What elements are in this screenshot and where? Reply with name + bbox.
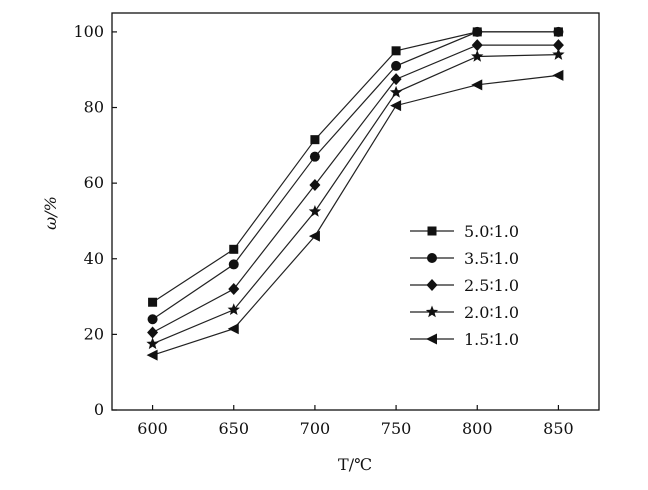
x-tick-label: 600	[137, 419, 168, 438]
data-point	[148, 297, 158, 307]
y-tick-label: 20	[84, 324, 104, 343]
x-tick-label: 650	[218, 419, 249, 438]
series-line	[152, 54, 559, 345]
data-point	[552, 48, 565, 60]
data-point	[472, 26, 483, 37]
series-4	[146, 48, 565, 350]
data-point	[309, 179, 321, 192]
data-point	[471, 39, 483, 52]
legend-marker	[426, 333, 437, 345]
y-tick-label: 60	[84, 173, 104, 192]
legend-marker	[425, 305, 439, 318]
data-point	[229, 244, 239, 254]
legend-item: 2.5∶1.0	[410, 276, 519, 295]
y-tick-label: 40	[84, 249, 104, 268]
data-point	[552, 69, 564, 81]
legend: 5.0∶1.0 3.5∶1.0 2.5∶1.0 2.0∶1.0 1.5∶1.0	[410, 222, 519, 349]
data-point	[471, 79, 483, 91]
data-point	[552, 39, 564, 52]
data-point	[308, 230, 320, 242]
series-layer	[146, 26, 565, 361]
data-point	[390, 100, 402, 112]
series-5	[146, 69, 564, 361]
data-point	[310, 135, 320, 145]
legend-label: 2.5∶1.0	[464, 276, 519, 295]
data-point	[309, 151, 320, 162]
y-tick-label: 80	[84, 98, 104, 117]
data-point	[147, 314, 158, 325]
y-axis-label: ω/%	[41, 196, 60, 230]
legend-label: 3.5∶1.0	[464, 249, 519, 268]
data-point	[146, 337, 159, 350]
data-point	[308, 205, 322, 217]
data-point	[227, 303, 240, 316]
data-point	[389, 85, 403, 98]
data-point	[147, 326, 159, 339]
data-point	[146, 349, 158, 361]
x-axis-label: T/℃	[338, 455, 372, 474]
data-point	[227, 323, 239, 335]
data-point	[553, 26, 564, 37]
plot-frame	[111, 12, 600, 411]
y-tick-label: 0	[94, 400, 104, 419]
series-line	[152, 74, 559, 356]
legend-marker	[427, 253, 437, 263]
legend-marker	[426, 279, 438, 291]
x-tick-label: 700	[300, 419, 331, 438]
legend-item: 5.0∶1.0	[410, 222, 519, 241]
legend-item: 3.5∶1.0	[410, 249, 519, 268]
legend-label: 1.5∶1.0	[464, 330, 519, 349]
legend-label: 2.0∶1.0	[464, 303, 519, 322]
data-point	[228, 283, 240, 296]
legend-item: 1.5∶1.0	[410, 330, 519, 349]
series-3	[147, 39, 564, 339]
data-point	[228, 259, 239, 270]
series-line	[152, 31, 559, 320]
x-tick-label: 800	[462, 419, 493, 438]
legend-label: 5.0∶1.0	[464, 222, 519, 241]
legend-item: 2.0∶1.0	[410, 303, 519, 322]
x-tick-label: 850	[543, 419, 574, 438]
axis-ticks: 600 650 700 750 800 850 0 20 40 60 80 100	[73, 22, 573, 438]
y-tick-label: 100	[73, 22, 104, 41]
series-2	[147, 26, 564, 325]
data-point	[391, 60, 402, 71]
legend-marker	[427, 226, 437, 236]
data-point	[471, 49, 484, 62]
data-point	[391, 46, 401, 56]
series-line	[152, 44, 559, 334]
data-point	[390, 73, 402, 86]
x-tick-label: 750	[381, 419, 412, 438]
